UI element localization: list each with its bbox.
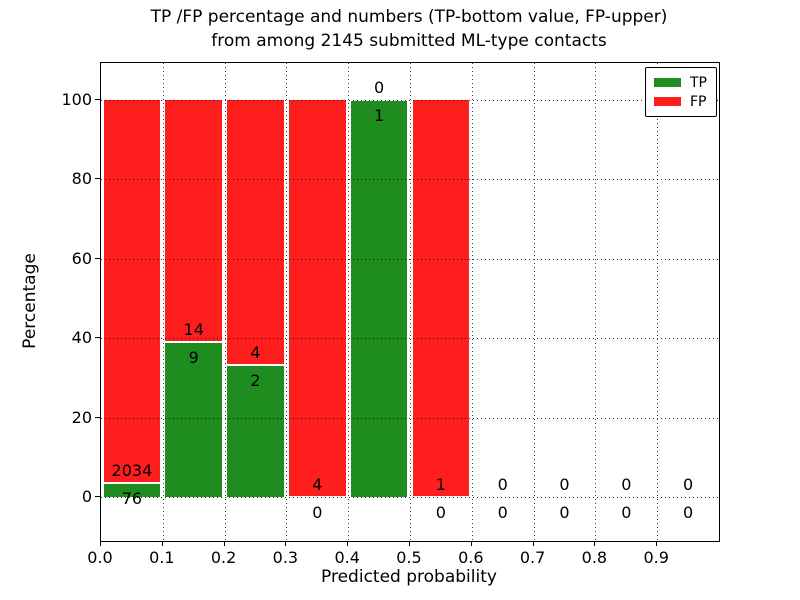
x-tick-mark <box>285 541 287 546</box>
grid-line-vertical <box>533 63 535 541</box>
grid-line-horizontal <box>101 338 719 340</box>
x-tick-label: 0.7 <box>519 548 546 567</box>
x-tick-label: 0.5 <box>396 548 422 567</box>
x-tick-label: 0.2 <box>210 548 237 567</box>
bar-label-fp: 1 <box>435 475 446 494</box>
grid-line-vertical <box>348 63 350 541</box>
bar-label-fp: 2034 <box>111 460 153 480</box>
y-tick-mark <box>95 257 100 259</box>
grid-line-horizontal <box>101 417 719 419</box>
bar-label-fp: 0 <box>497 475 508 494</box>
x-tick-mark <box>100 541 101 546</box>
x-axis-label: Predicted probability <box>321 567 497 587</box>
bar-label-tp: 1 <box>374 106 385 125</box>
bar-segment-tp <box>227 364 284 497</box>
legend-swatch-tp <box>654 78 681 87</box>
x-tick-mark <box>223 541 225 546</box>
bar-segment-fp <box>288 100 346 497</box>
bar-label-fp: 0 <box>559 475 570 494</box>
chart-title-line2: from among 2145 submitted ML-type contac… <box>211 31 607 51</box>
legend-label-tp: TP <box>690 74 707 91</box>
y-axis-label: Percentage <box>20 253 40 349</box>
x-tick-label: 0.3 <box>272 548 299 567</box>
bar-segment-tp <box>350 100 408 497</box>
plot-area: 2034 76 14 9 4 2 4 0 0 1 1 0 0 0 0 0 0 0 0 0 TP FP <box>100 62 720 542</box>
bar-label-fp: 0 <box>683 475 694 494</box>
bar-label-fp: 0 <box>621 475 632 494</box>
y-tick-mark <box>95 178 100 180</box>
bar-label-tp: 9 <box>188 347 199 367</box>
bar-label-fp: 0 <box>374 78 385 97</box>
grid-line-horizontal <box>101 179 719 181</box>
y-tick-label: 60 <box>71 248 92 268</box>
grid-line-vertical <box>657 63 659 541</box>
bar-segment-fp <box>227 100 284 365</box>
bar-segment-fp <box>165 100 223 342</box>
grid-line-horizontal <box>101 100 719 101</box>
x-tick-mark <box>161 541 163 546</box>
grid-line-vertical <box>595 63 597 541</box>
y-tick-label: 100 <box>61 90 92 109</box>
x-tick-label: 0.0 <box>87 548 113 567</box>
legend-row: FP <box>654 92 707 111</box>
grid-line-horizontal <box>101 258 719 260</box>
grid-line-horizontal <box>101 497 719 498</box>
bar-label-tp: 0 <box>435 503 446 522</box>
legend-swatch-fp <box>654 97 681 106</box>
bar-label-tp: 2 <box>250 370 261 390</box>
bar-segment-fp <box>103 100 161 483</box>
x-tick-mark <box>594 541 596 546</box>
bar-label-tp: 0 <box>559 503 570 522</box>
y-tick-mark <box>95 496 100 497</box>
grid-line-vertical <box>471 63 473 541</box>
x-tick-label: 0.8 <box>581 548 608 567</box>
y-tick-label: 40 <box>71 328 92 348</box>
x-tick-mark <box>470 541 472 546</box>
x-tick-label: 0.1 <box>149 548 175 567</box>
grid-line-vertical <box>410 63 411 541</box>
grid-line-vertical <box>286 63 288 541</box>
y-tick-label: 80 <box>71 169 92 189</box>
legend-label-fp: FP <box>690 93 707 110</box>
y-tick-mark <box>95 337 100 339</box>
x-tick-mark <box>409 541 410 546</box>
legend-row: TP <box>654 73 707 92</box>
x-tick-mark <box>347 541 349 546</box>
bar-label-tp: 0 <box>683 503 694 522</box>
x-tick-label: 0.6 <box>458 548 484 567</box>
chart-title-line1: TP /FP percentage and numbers (TP-bottom… <box>150 7 668 27</box>
bar-label-tp: 0 <box>312 503 323 522</box>
y-tick-mark <box>95 416 100 418</box>
bar-label-tp: 0 <box>621 503 632 522</box>
x-tick-mark <box>532 541 534 546</box>
legend: TP FP <box>645 67 717 117</box>
y-tick-label: 0 <box>81 487 92 506</box>
bar-segment-fp <box>412 100 470 497</box>
bar-label-fp: 4 <box>312 475 323 494</box>
bar-label-tp: 76 <box>121 488 143 508</box>
x-tick-label: 0.9 <box>643 548 669 567</box>
bar-label-tp: 0 <box>497 503 508 522</box>
y-tick-label: 20 <box>71 407 92 427</box>
y-tick-mark <box>95 99 100 100</box>
x-tick-mark <box>656 541 658 546</box>
chart-title: TP /FP percentage and numbers (TP-bottom… <box>100 5 718 53</box>
bar-label-fp: 4 <box>250 342 261 362</box>
grid-line-vertical <box>224 63 226 541</box>
grid-line-vertical <box>162 63 164 541</box>
bar-segment-tp <box>103 482 161 497</box>
bar-segment-tp <box>165 341 223 497</box>
bar-label-fp: 14 <box>183 319 204 339</box>
x-tick-label: 0.4 <box>334 548 360 567</box>
